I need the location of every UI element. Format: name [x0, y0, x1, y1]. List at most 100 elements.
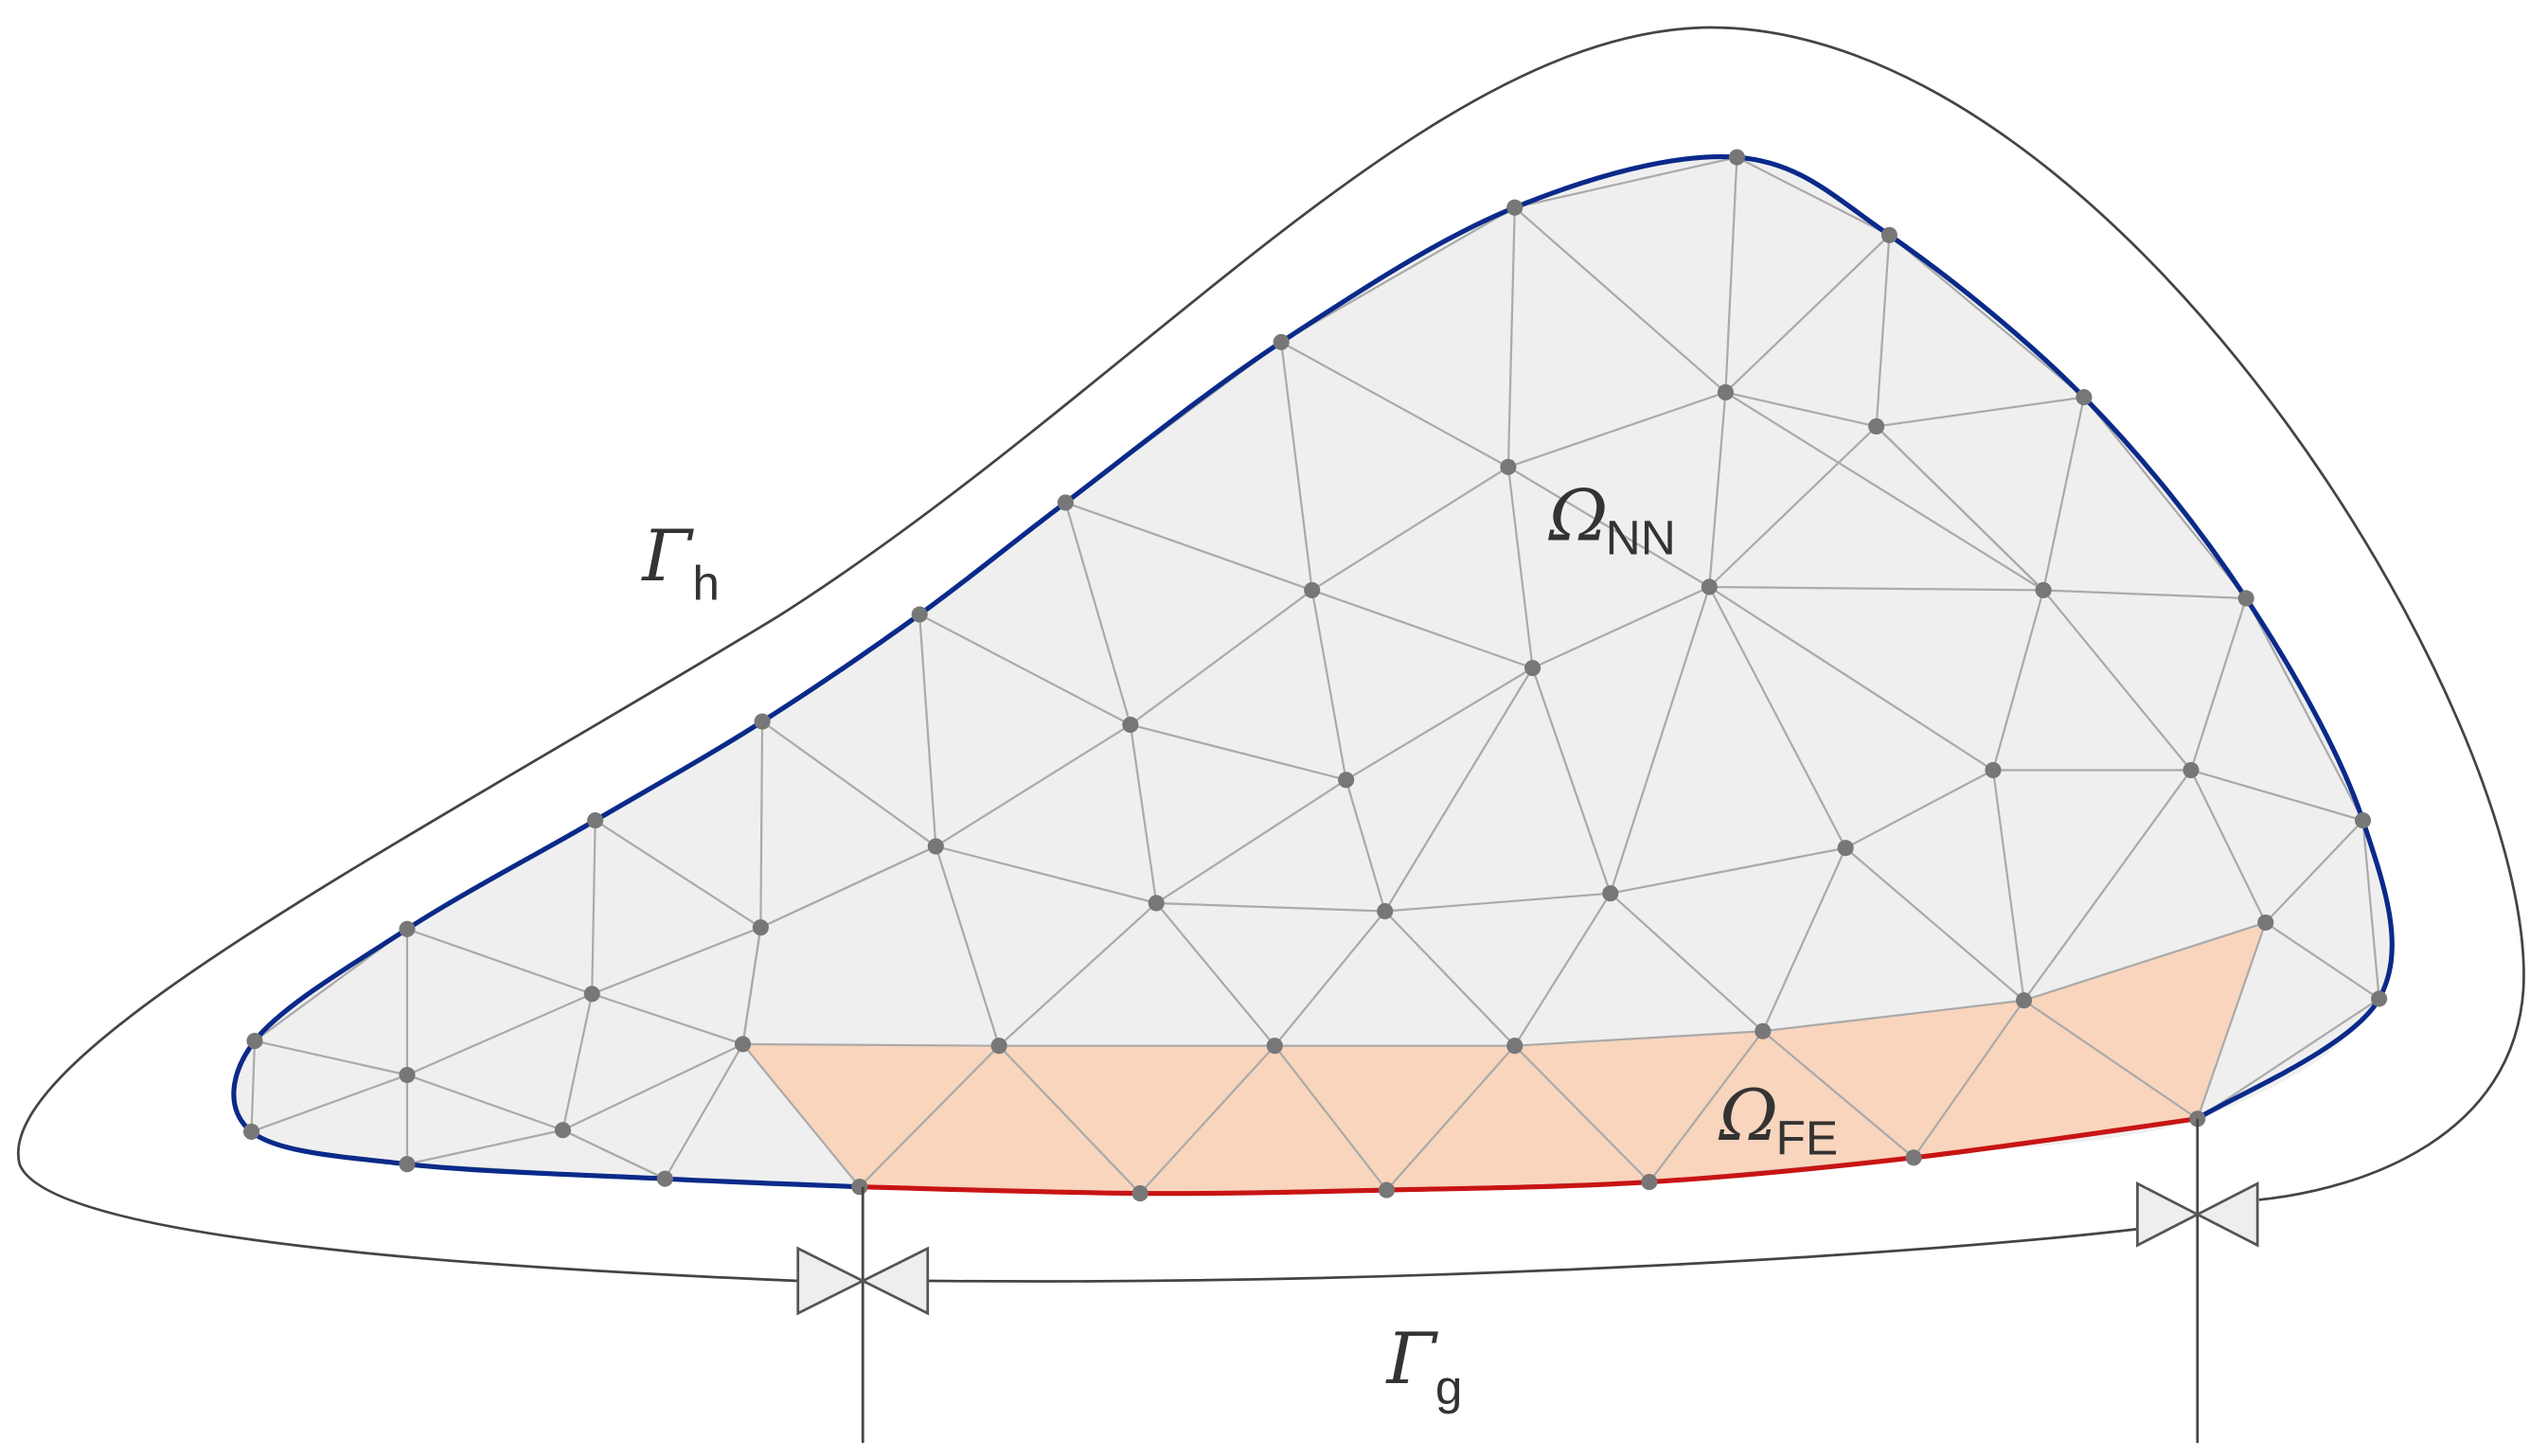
mesh-edge	[2264, 819, 2364, 924]
mesh-edge	[591, 992, 743, 1046]
mesh-node	[927, 838, 944, 855]
mesh-node	[1131, 1184, 1149, 1202]
mesh-edge	[935, 844, 1157, 905]
mesh-node	[1602, 885, 1619, 902]
mesh-edge	[1610, 846, 1846, 895]
mesh-edge	[561, 1042, 743, 1131]
mesh-node	[587, 812, 604, 829]
mesh-node	[754, 713, 771, 730]
mesh-node	[1717, 383, 1734, 401]
mesh-edge	[1345, 779, 1386, 912]
mesh-edge	[2042, 397, 2086, 591]
mesh-edge	[1156, 901, 1385, 913]
mesh-node	[911, 606, 928, 623]
mesh-node	[583, 985, 600, 1003]
fe-boundary	[859, 1116, 2199, 1197]
mesh-edge	[406, 928, 593, 995]
mesh-nodes	[243, 149, 2388, 1202]
mesh-edge	[1724, 157, 1738, 393]
mesh-edge	[1129, 724, 1158, 904]
mesh-edge	[254, 1039, 408, 1076]
mesh-node	[1641, 1173, 1658, 1191]
mesh-edge	[1383, 667, 1534, 913]
mesh-edge	[1991, 590, 2045, 771]
outer-boundary-bottom	[927, 1227, 2138, 1283]
mesh-edge	[1345, 666, 1534, 781]
mesh-node	[554, 1122, 571, 1139]
mesh-edge	[406, 1074, 563, 1131]
mesh-edge	[2043, 589, 2247, 600]
mesh-edge	[741, 927, 762, 1045]
mesh-node	[2354, 812, 2372, 829]
mesh-edge	[664, 1043, 744, 1180]
domain-fill	[233, 156, 2393, 1194]
mesh-edge	[1724, 234, 1891, 394]
mesh-edge	[1648, 1030, 1764, 1183]
mesh-edge	[1130, 589, 1313, 726]
mesh-node	[2183, 761, 2200, 779]
mesh-edge	[2245, 597, 2364, 822]
mesh-node	[2237, 590, 2254, 607]
symbol: Γ	[1384, 1317, 1438, 1400]
mesh-edge	[759, 845, 936, 929]
mesh-edge	[1064, 502, 1131, 725]
mesh-node	[1905, 1149, 1922, 1166]
subscript: g	[1435, 1359, 1463, 1414]
mesh-edge	[2197, 998, 2380, 1120]
mesh-edge	[591, 820, 597, 994]
mesh-edge	[561, 993, 594, 1130]
mesh-edge	[918, 613, 1131, 726]
mesh-edge	[1513, 1044, 1650, 1183]
mesh-node	[399, 920, 416, 937]
mesh-edge	[1155, 778, 1347, 904]
mesh-node	[243, 1123, 260, 1141]
mesh-node	[2076, 389, 2093, 406]
symbol: Ω	[1719, 1074, 1778, 1157]
mesh-node	[1880, 226, 1898, 243]
mesh-node	[1837, 840, 1854, 857]
mesh-node	[1148, 895, 1165, 912]
mesh-edge	[1761, 847, 1847, 1032]
label-omega-fe: Ω FE	[1719, 1074, 1839, 1164]
mesh-node	[246, 1032, 263, 1050]
mesh-edge	[2022, 769, 2192, 1002]
mesh-node	[1506, 1038, 1523, 1055]
symbol: Ω	[1548, 473, 1608, 557]
mesh-edge	[406, 1128, 563, 1165]
mesh-node	[399, 1156, 416, 1173]
mesh-edge	[595, 819, 761, 929]
mesh-edge	[1139, 1044, 1276, 1195]
symbol: Γ	[640, 514, 694, 597]
label-gamma-h: Γ h	[640, 514, 720, 611]
mesh-edge	[1280, 341, 1509, 469]
mesh-edge	[1514, 156, 1737, 209]
mesh-node	[2015, 992, 2033, 1009]
mesh-node	[1377, 902, 1394, 920]
mesh-edge	[1506, 467, 1534, 668]
mesh-node	[1524, 660, 1541, 677]
mesh-edge	[935, 845, 1001, 1047]
mesh-node	[1985, 761, 2002, 779]
mesh-node	[1755, 1022, 1772, 1039]
label-gamma-g: Γ g	[1384, 1317, 1462, 1414]
mesh-edge	[1913, 1000, 2025, 1159]
mesh-edge	[1708, 425, 1878, 588]
mesh-edge	[1736, 156, 1890, 237]
mesh-edge	[741, 1043, 861, 1188]
mesh-edge	[1385, 1044, 1516, 1191]
mesh-node	[1122, 717, 1139, 734]
mesh-edge	[742, 1042, 1000, 1047]
mesh-edge	[1155, 902, 1276, 1047]
mesh-edge	[2265, 921, 2380, 1000]
mesh-edge	[1310, 590, 1347, 781]
subscript: FE	[1775, 1110, 1838, 1164]
mesh-edge	[2189, 770, 2267, 924]
mesh-edge	[1876, 396, 2085, 428]
mesh-node	[1338, 772, 1355, 789]
mesh-node	[851, 1179, 868, 1196]
mesh-node	[1266, 1038, 1283, 1055]
mesh-node	[656, 1170, 673, 1187]
subscript: NN	[1606, 510, 1676, 565]
mesh-edge	[1725, 391, 1877, 428]
